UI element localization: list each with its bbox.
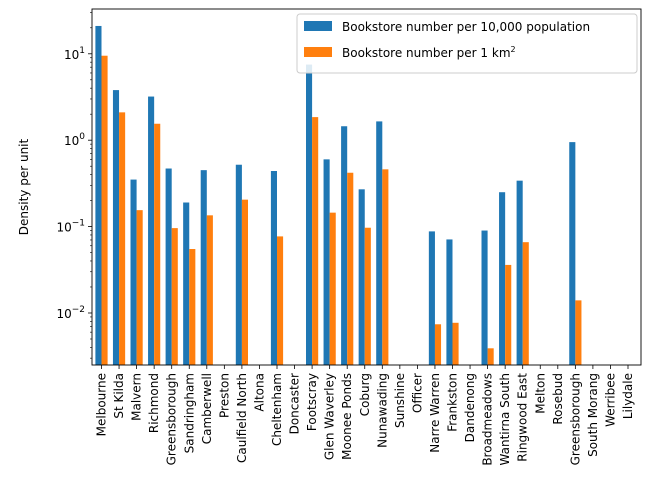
bar-population-13: [323, 159, 330, 365]
bar-population-12: [306, 64, 313, 365]
bars-group: [95, 25, 582, 366]
x-tick-label: Greensborough: [165, 373, 179, 465]
bar-area-19: [434, 324, 442, 365]
bar-population-1: [112, 90, 120, 365]
x-tick-label: Wantirna South: [498, 373, 512, 465]
bar-population-23: [499, 192, 506, 365]
bar-population-10: [270, 171, 277, 365]
bar-population-6: [200, 170, 207, 365]
x-tick-label: St Kilda: [112, 373, 126, 419]
bar-area-3: [154, 123, 161, 365]
y-axis: 10−2 10−1 100 101: [56, 12, 92, 359]
bar-area-13: [329, 212, 336, 365]
bar-area-16: [382, 169, 389, 365]
x-tick-label: Glen Waverley: [323, 373, 337, 460]
bar-population-2: [130, 179, 137, 365]
x-tick-label: Greensborough: [568, 373, 582, 465]
bar-area-8: [241, 199, 248, 365]
x-tick-label: Ringwood East: [516, 373, 530, 462]
x-tick-label: Cheltenham: [270, 373, 284, 446]
x-tick-label: Malvern: [130, 373, 144, 421]
legend-label-area: Bookstore number per 1 km2: [342, 45, 516, 60]
bar-area-10: [277, 236, 284, 365]
x-tick-label: Melton: [533, 373, 547, 414]
x-tick-label: Footscray: [305, 373, 319, 431]
bar-area-1: [119, 112, 126, 365]
legend-swatch-population: [304, 21, 332, 31]
x-axis: Melbourne St Kilda Malvern Richmond Greensbo…: [95, 365, 635, 466]
x-tick-label: Sandringham: [182, 373, 196, 453]
x-tick-label: Dandenong: [463, 373, 477, 442]
legend-swatch-area: [304, 47, 332, 57]
bar-area-27: [575, 300, 582, 365]
bar-population-0: [95, 25, 102, 366]
x-tick-label: Doncaster: [288, 373, 302, 434]
x-tick-label: Broadmeadows: [481, 373, 495, 466]
bar-area-5: [189, 249, 196, 365]
x-tick-label: Coburg: [358, 373, 372, 416]
bar-population-27: [569, 142, 576, 365]
bar-population-19: [428, 231, 435, 365]
legend-box: [296, 13, 638, 74]
bar-area-6: [206, 215, 213, 365]
x-tick-label: Frankston: [446, 373, 460, 432]
bar-area-14: [347, 172, 354, 365]
x-tick-label: Officer: [410, 373, 424, 413]
x-tick-label: Melbourne: [95, 373, 109, 436]
x-tick-label: South Morang: [586, 373, 600, 457]
x-tick-label: Preston: [217, 373, 231, 418]
plot-frame: [91, 8, 642, 366]
bar-population-24: [516, 180, 523, 365]
bar-area-22: [487, 348, 494, 365]
x-tick-label: Altona: [252, 373, 266, 412]
bar-area-20: [452, 322, 459, 365]
x-tick-label: Nunawading: [375, 373, 389, 448]
bar-area-24: [522, 242, 529, 365]
x-tick-label: Rosebud: [551, 373, 565, 425]
y-tick-label: 100: [64, 132, 85, 148]
bar-area-4: [171, 228, 178, 365]
y-tick-label: 10−2: [56, 305, 85, 321]
bar-population-14: [341, 126, 348, 365]
legend-label-population: Bookstore number per 10,000 population: [342, 20, 590, 34]
bar-area-12: [312, 117, 319, 365]
y-tick-label: 10−1: [56, 219, 85, 235]
y-axis-label: Density per unit: [17, 138, 31, 235]
bar-population-3: [148, 96, 155, 366]
bar-population-22: [481, 230, 488, 365]
bar-population-4: [165, 168, 172, 365]
bar-population-15: [358, 189, 365, 365]
x-tick-label: Moonee Ponds: [340, 373, 354, 460]
legend: Bookstore number per 10,000 population Bo…: [296, 13, 638, 74]
x-tick-label: Sunshine: [393, 373, 407, 428]
x-tick-label: Caulfield North: [235, 373, 249, 463]
x-tick-label: Lilydale: [621, 373, 635, 419]
bar-area-23: [505, 264, 512, 365]
bar-area-15: [364, 227, 371, 365]
bar-population-16: [376, 121, 383, 366]
bar-population-8: [235, 164, 242, 365]
x-tick-label: Werribee: [603, 373, 617, 427]
y-tick-label: 101: [64, 46, 85, 62]
bar-area-0: [101, 55, 108, 365]
x-tick-label: Narre Warren: [428, 373, 442, 453]
x-tick-label: Richmond: [147, 373, 161, 433]
bar-area-2: [136, 210, 143, 365]
bar-population-5: [183, 202, 190, 365]
x-tick-label: Camberwell: [200, 373, 214, 444]
bar-population-20: [446, 239, 453, 365]
